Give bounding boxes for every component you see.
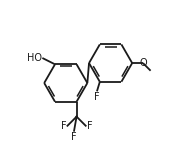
Text: F: F [86,121,92,131]
Text: O: O [139,58,147,68]
Text: F: F [61,121,67,131]
Text: F: F [71,132,77,142]
Text: F: F [94,92,100,102]
Text: HO: HO [27,53,42,63]
